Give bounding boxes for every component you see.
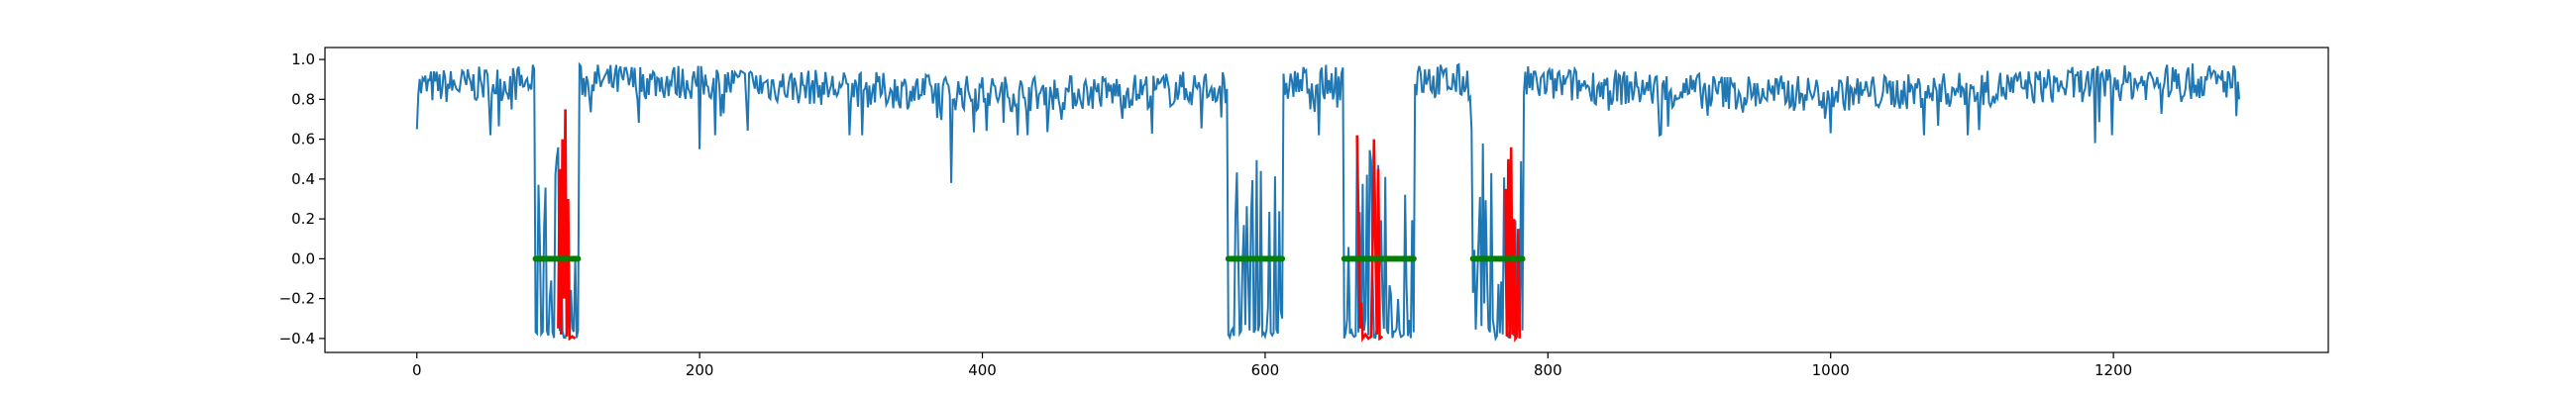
y-tick-label: 0.8 [291,90,315,108]
y-tick-label: 0.6 [291,131,315,148]
axes-frame [324,47,2329,353]
marker-point [1519,255,1526,262]
y-tick-label: 0.4 [291,170,315,188]
x-tick-label: 600 [1251,361,1280,379]
anomaly-segment-2 [1504,147,1522,343]
marker-range-3 [1469,255,1526,262]
y-tick-label: −0.4 [279,330,315,347]
marker-range-2 [1341,255,1417,262]
x-tick-label: 1200 [2094,361,2132,379]
y-tick-label: −0.2 [279,290,315,308]
marker-point [1410,255,1417,262]
marker-range-1 [1225,255,1286,262]
anomaly-segment-0 [557,109,577,342]
y-tick-label: 1.0 [291,50,315,68]
axes: 0 200 400 600 800 1000 1200 −0.4 −0.2 0.0 0.2 0.4 0.… [279,47,2329,379]
x-tick-label: 1000 [1812,361,1850,379]
series-signal-line [415,61,2241,342]
marker-point [1279,255,1286,262]
marker-range-0 [532,255,582,262]
y-tick-label: 0.2 [291,210,315,228]
y-tick-label: 0.0 [291,249,315,267]
marker-point [575,255,582,262]
x-tick-label: 800 [1534,361,1562,379]
plot-area [415,61,2241,343]
x-tick-label: 0 [412,361,422,379]
anomaly-segment-1 [1355,135,1384,343]
x-tick-label: 400 [968,361,997,379]
x-tick-label: 200 [686,361,714,379]
